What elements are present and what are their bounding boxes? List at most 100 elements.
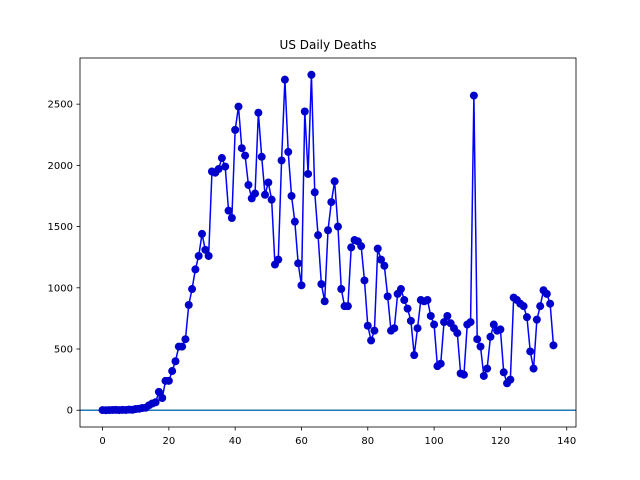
data-point <box>204 251 213 260</box>
data-point <box>201 245 210 254</box>
series-line <box>102 74 555 411</box>
x-tick-label: 40 <box>229 436 242 447</box>
x-tick-label: 0 <box>99 436 105 447</box>
data-point <box>406 316 415 325</box>
y-tick-label: 1500 <box>48 222 73 233</box>
y-tick-label: 2000 <box>48 161 73 172</box>
x-tick-label: 20 <box>162 436 175 447</box>
data-point <box>536 302 545 311</box>
data-point <box>217 154 226 163</box>
data-point <box>377 255 386 264</box>
data-point <box>151 398 160 407</box>
data-point <box>254 108 263 117</box>
x-tick-label: 120 <box>491 436 510 447</box>
x-tick-label: 60 <box>295 436 308 447</box>
data-point <box>304 169 313 178</box>
y-tick-label: 0 <box>67 406 73 417</box>
data-point <box>191 265 200 274</box>
data-point <box>453 329 462 338</box>
data-point <box>367 336 376 345</box>
data-point <box>274 255 283 264</box>
data-point <box>194 251 203 260</box>
data-point <box>171 357 180 366</box>
data-point <box>294 259 303 268</box>
data-point <box>257 152 266 161</box>
data-point <box>459 370 468 379</box>
data-point <box>473 335 482 344</box>
data-point <box>188 285 197 294</box>
data-point <box>430 320 439 329</box>
data-point <box>310 188 319 197</box>
data-point <box>546 299 555 308</box>
data-point <box>244 180 253 189</box>
data-point <box>383 292 392 301</box>
data-point <box>307 70 316 79</box>
data-point <box>396 285 405 294</box>
data-point <box>413 324 422 333</box>
data-point <box>363 321 372 330</box>
y-tick-label: 500 <box>54 345 73 356</box>
data-point <box>324 226 332 235</box>
data-point <box>347 243 356 252</box>
data-point <box>483 364 492 373</box>
data-point <box>486 332 495 341</box>
data-point <box>287 191 296 200</box>
data-point <box>231 125 240 134</box>
data-point <box>261 190 270 199</box>
data-point <box>290 217 299 226</box>
data-point <box>277 156 286 165</box>
data-point <box>532 315 541 324</box>
data-point <box>184 300 193 309</box>
plot-area <box>80 70 576 415</box>
data-point <box>390 324 399 333</box>
data-point <box>443 311 452 320</box>
data-point <box>469 91 478 100</box>
data-point <box>280 75 289 84</box>
data-point <box>489 320 498 329</box>
data-point <box>357 242 366 251</box>
data-point <box>360 276 369 285</box>
y-tick-label: 2500 <box>48 100 73 111</box>
data-point <box>343 302 352 311</box>
x-tick-label: 140 <box>557 436 576 447</box>
axes: 0 20 40 60 80 100 120 140 0 500 1000 1500 2000 2500 <box>48 57 577 447</box>
data-point <box>370 326 379 335</box>
chart-title: US Daily Deaths <box>280 38 377 52</box>
data-point <box>297 281 306 290</box>
data-point <box>549 341 558 350</box>
data-point <box>178 342 187 351</box>
data-point <box>440 318 449 327</box>
data-point <box>423 296 432 305</box>
data-point <box>403 304 412 313</box>
data-point <box>380 261 389 270</box>
data-point <box>499 368 508 377</box>
data-point <box>519 302 528 311</box>
data-point <box>267 195 276 204</box>
data-point <box>234 102 243 111</box>
data-point <box>241 151 250 160</box>
data-point <box>373 244 382 253</box>
data-point <box>158 393 167 402</box>
data-point <box>542 289 551 298</box>
y-tick-label: 1000 <box>48 283 73 294</box>
data-point <box>496 325 505 334</box>
plot-frame <box>79 57 577 428</box>
data-point <box>333 222 342 231</box>
data-point <box>529 364 538 373</box>
data-point <box>251 189 260 198</box>
data-point <box>164 376 173 385</box>
data-point <box>410 351 419 360</box>
data-point <box>522 313 531 322</box>
data-point <box>154 387 163 396</box>
data-point <box>264 178 273 187</box>
data-point <box>526 347 535 356</box>
data-point <box>214 165 223 174</box>
data-point <box>181 335 190 344</box>
data-point <box>476 342 485 351</box>
data-point <box>168 367 177 376</box>
data-point <box>327 198 336 207</box>
data-point <box>426 311 435 320</box>
data-point <box>506 375 515 384</box>
data-point <box>320 297 329 306</box>
